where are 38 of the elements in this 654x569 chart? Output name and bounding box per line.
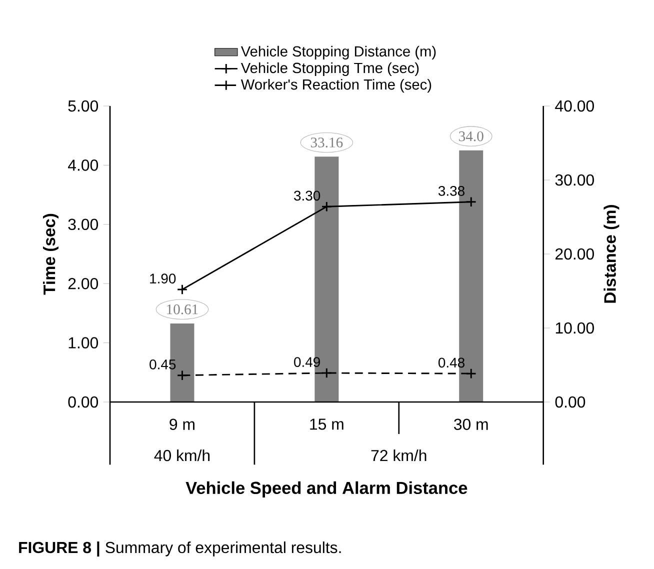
data-label: 0.45 bbox=[150, 359, 176, 370]
point bbox=[466, 368, 476, 379]
y-tick-label: 3.00 bbox=[68, 218, 98, 230]
legend-label: Worker's Reaction Time (sec) bbox=[240, 78, 432, 93]
y-tick-label: 5.00 bbox=[68, 100, 98, 112]
data-label: 33.16 bbox=[310, 138, 343, 148]
x-axis-title: Vehicle Speed and Alarm Distance bbox=[186, 481, 468, 498]
point bbox=[321, 201, 332, 212]
point bbox=[466, 196, 476, 208]
y2-tick-label: 20.00 bbox=[555, 248, 594, 260]
data-label: 34.0 bbox=[459, 131, 484, 142]
x-tick-label: 9 m bbox=[170, 418, 194, 430]
text: 40 km/h bbox=[154, 449, 210, 462]
x-tick-label: 30 m bbox=[454, 418, 488, 430]
point bbox=[321, 368, 332, 378]
legend-label: Vehicle Stopping Distance (m) bbox=[240, 46, 436, 60]
y2-tick-label: 40.00 bbox=[555, 100, 594, 112]
y2-tick-label: 0.00 bbox=[555, 396, 586, 408]
y2-tick-label: 30.00 bbox=[555, 174, 594, 186]
y-tick-label: 0.00 bbox=[68, 396, 98, 408]
y2-axis-title: Distance (m) bbox=[604, 205, 620, 303]
point bbox=[176, 284, 188, 295]
data-label: 3.30 bbox=[294, 190, 320, 201]
data-label: 1.90 bbox=[150, 274, 176, 284]
text: 72 km/h bbox=[371, 449, 426, 462]
y-tick-label: 1.00 bbox=[68, 337, 98, 348]
legend-label: Vehicle Stopping Tme (sec) bbox=[240, 62, 419, 76]
y-tick-label: 2.00 bbox=[68, 278, 98, 290]
y2-tick-label: 10.00 bbox=[556, 322, 594, 334]
y-axis-title: Time (sec) bbox=[43, 214, 58, 295]
data-label: 3.38 bbox=[438, 186, 464, 196]
x-tick-label: 15 m bbox=[310, 418, 344, 430]
data-label: 0.48 bbox=[438, 358, 464, 368]
y-tick-label: 4.00 bbox=[68, 160, 98, 171]
data-label: 0.49 bbox=[294, 357, 320, 367]
data-label: 10.61 bbox=[167, 304, 198, 314]
point bbox=[176, 370, 188, 381]
text: FIGURE 8 | Summary of experimental results. bbox=[19, 541, 341, 557]
